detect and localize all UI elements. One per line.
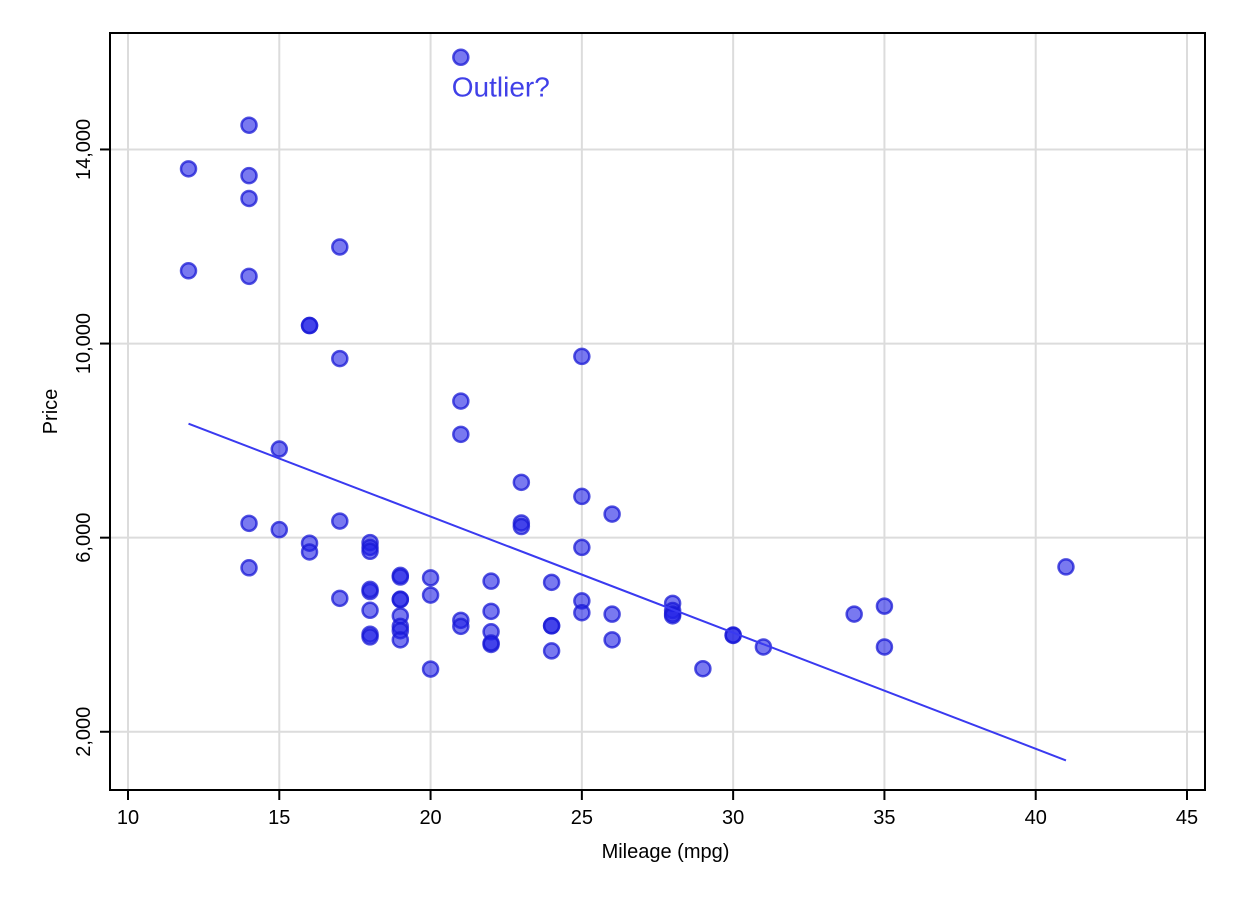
data-point [452, 617, 470, 636]
data-point [391, 631, 410, 649]
data-point [179, 262, 198, 280]
x-tick-label: 25 [571, 807, 593, 829]
data-point [603, 631, 621, 649]
data-point [240, 514, 258, 533]
data-point [603, 505, 621, 523]
data-point [542, 573, 561, 592]
data-point [603, 605, 621, 623]
data-point [573, 347, 591, 366]
y-tick-label: 6,000 [73, 513, 95, 563]
x-axis-title: Mileage (mpg) [602, 841, 730, 863]
data-point [512, 473, 531, 492]
data-point [361, 628, 379, 646]
data-point [391, 568, 410, 586]
data-point [240, 559, 258, 577]
annotation-label: Outlier? [452, 71, 550, 102]
data-point [421, 586, 440, 604]
data-point [361, 601, 379, 620]
x-tick-label: 45 [1176, 807, 1198, 829]
x-tick-label: 40 [1025, 807, 1047, 829]
y-axis-ticks: 2,000 6,000 10,000 14,000 [73, 119, 110, 757]
data-point [300, 543, 319, 561]
data-point [512, 517, 531, 536]
data-point [542, 617, 561, 635]
data-point [421, 569, 440, 587]
data-point [300, 316, 319, 335]
data-point [663, 607, 682, 625]
x-tick-label: 10 [117, 807, 139, 829]
data-point [179, 160, 198, 178]
data-point [1057, 558, 1075, 576]
y-tick-label: 14,000 [73, 119, 95, 180]
data-point [573, 603, 591, 622]
data-point [452, 425, 470, 444]
grid [110, 33, 1205, 790]
data-point [331, 512, 349, 530]
data-point [240, 267, 258, 286]
data-point [875, 638, 894, 656]
y-axis-title: Price [40, 389, 62, 435]
data-point [331, 589, 349, 608]
data-point [391, 590, 410, 609]
data-point [270, 520, 289, 539]
x-axis-ticks: 10 15 20 25 30 35 40 45 [117, 790, 1198, 829]
x-tick-label: 30 [722, 807, 744, 829]
data-point [452, 392, 470, 410]
x-tick-label: 20 [419, 807, 441, 829]
data-point [573, 538, 591, 557]
x-tick-label: 15 [268, 807, 290, 829]
data-point [573, 487, 591, 506]
data-point [240, 116, 258, 134]
annotations: Outlier? [452, 71, 550, 102]
data-point [482, 634, 500, 652]
data-point [361, 580, 379, 599]
data-point [240, 166, 258, 185]
data-point [482, 572, 500, 590]
data-point [270, 440, 289, 458]
data-point [482, 602, 500, 621]
data-point [542, 642, 561, 660]
fit-line [188, 422, 1067, 762]
data-point [845, 605, 863, 623]
data-point [331, 238, 349, 256]
data-point [875, 597, 894, 615]
x-tick-label: 35 [873, 807, 895, 829]
fit-line-group [188, 422, 1067, 762]
data-point [452, 48, 470, 67]
data-points [179, 48, 1075, 678]
y-tick-label: 10,000 [73, 313, 95, 374]
plot-frame [109, 32, 1206, 791]
data-point [694, 659, 712, 678]
data-point [361, 542, 379, 561]
data-point [331, 349, 349, 368]
data-point [421, 660, 440, 678]
data-point [240, 189, 258, 208]
y-tick-label: 2,000 [73, 707, 95, 757]
axes [109, 32, 1206, 791]
